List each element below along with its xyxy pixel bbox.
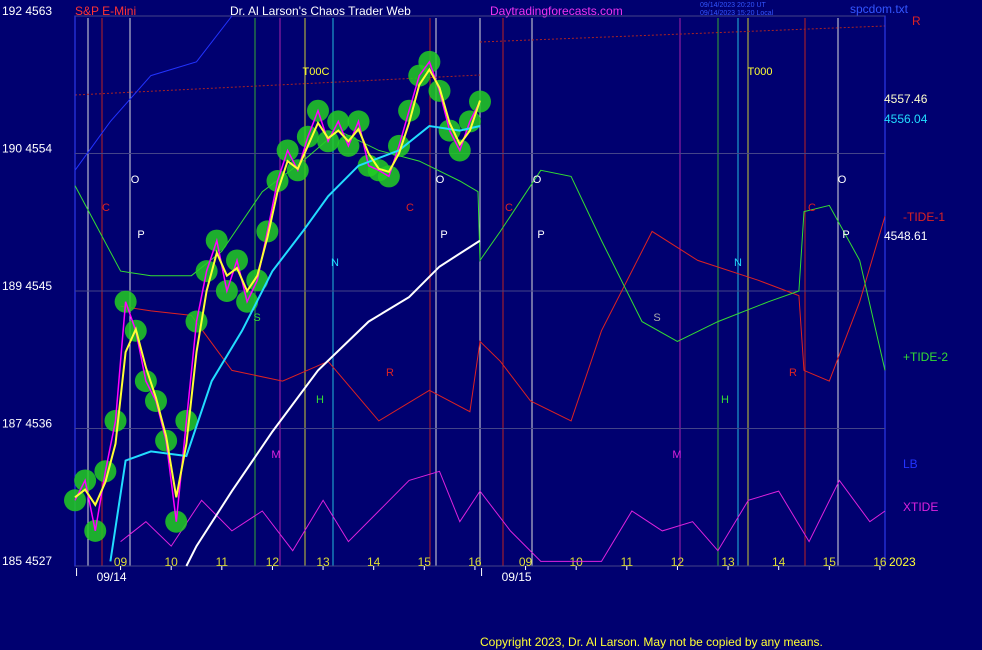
cycle-marker: N <box>331 257 339 269</box>
instrument: S&P E-Mini <box>75 4 136 18</box>
x-tick-label: 11 <box>216 555 229 569</box>
x-tick-label: 12 <box>266 555 280 569</box>
x-tick-label: 16 <box>873 555 887 569</box>
trend-line <box>479 25 886 43</box>
cycle-marker: C <box>505 202 513 214</box>
value-annotation: 4556.04 <box>884 112 928 126</box>
cycle-marker: H <box>721 394 729 406</box>
y-tick-label: 190 4554 <box>2 142 52 156</box>
cycle-marker: R <box>789 367 797 379</box>
cycle-marker: C <box>808 202 816 214</box>
cycle-marker: O <box>131 174 140 186</box>
y-tick-label: 192 4563 <box>2 4 52 18</box>
date-label: 09/15 <box>502 570 532 584</box>
value-annotation: R <box>912 14 921 28</box>
y-tick-label: 189 4545 <box>2 279 52 293</box>
x-tick-label: 10 <box>570 555 584 569</box>
x-tick-label: 09 <box>519 555 533 569</box>
series-line <box>74 67 481 507</box>
x-tick-label: 13 <box>721 555 735 569</box>
cycle-marker: M <box>271 449 280 461</box>
date-label: 09/14 <box>97 570 127 584</box>
series-line <box>74 60 481 532</box>
cycle-marker: N <box>734 257 742 269</box>
price-bubble <box>64 489 86 512</box>
legend-entry: +TIDE-2 <box>903 350 948 364</box>
x-tick-label: 14 <box>367 555 381 569</box>
x-tick-label: 09 <box>114 555 128 569</box>
series-line <box>120 215 886 422</box>
x-tick-label: 15 <box>418 555 432 569</box>
cycle-marker: O <box>436 174 445 186</box>
cycle-marker: C <box>406 202 414 214</box>
x-tick-label: 11 <box>621 555 634 569</box>
cycle-marker: O <box>533 174 542 186</box>
series-line <box>74 15 233 171</box>
cycle-marker: C <box>102 202 110 214</box>
cycle-marker: H <box>316 394 324 406</box>
cycle-marker: P <box>842 229 849 241</box>
value-annotation: 4557.46 <box>884 92 928 106</box>
value-annotation: 4548.61 <box>884 229 928 243</box>
cycle-marker: T000 <box>747 66 772 78</box>
x-tick-label: 14 <box>772 555 786 569</box>
legend-entry: -TIDE-1 <box>903 210 945 224</box>
cycle-marker: O <box>838 174 847 186</box>
y-tick-label: 185 4527 <box>2 554 52 568</box>
chart-title: Dr. Al Larson's Chaos Trader Web <box>230 4 411 18</box>
cycle-lines <box>74 18 886 566</box>
x-tick-label: 16 <box>468 555 482 569</box>
series-line <box>120 470 886 562</box>
timestamp: 09/14/2023 20:20 UT <box>700 2 766 9</box>
year: 2023 <box>889 555 916 569</box>
y-tick-label: 187 4536 <box>2 417 52 431</box>
x-tick-label: 12 <box>671 555 685 569</box>
copyright: Copyright 2023, Dr. Al Larson. May not b… <box>480 635 823 649</box>
cycle-marker: S <box>653 312 660 324</box>
series-line <box>109 124 481 562</box>
series-line <box>74 130 886 371</box>
cycle-marker: P <box>440 229 447 241</box>
cycle-marker: T00C <box>303 66 330 78</box>
series-line <box>185 239 481 567</box>
legend-entry: XTIDE <box>903 500 938 514</box>
cycle-marker: M <box>672 449 681 461</box>
x-tick-label: 13 <box>316 555 330 569</box>
timestamp: 09/14/2023 15:20 Local <box>700 10 774 17</box>
cycle-marker: P <box>537 229 544 241</box>
site: Daytradingforecasts.com <box>490 4 623 18</box>
cycle-marker: P <box>137 229 144 241</box>
cycle-marker: S <box>253 312 260 324</box>
file-name: spcdom.txt <box>850 2 909 16</box>
x-tick-label: 15 <box>823 555 837 569</box>
x-tick-label: 10 <box>165 555 179 569</box>
cycle-marker: R <box>386 367 394 379</box>
legend-entry: LB <box>903 457 918 471</box>
